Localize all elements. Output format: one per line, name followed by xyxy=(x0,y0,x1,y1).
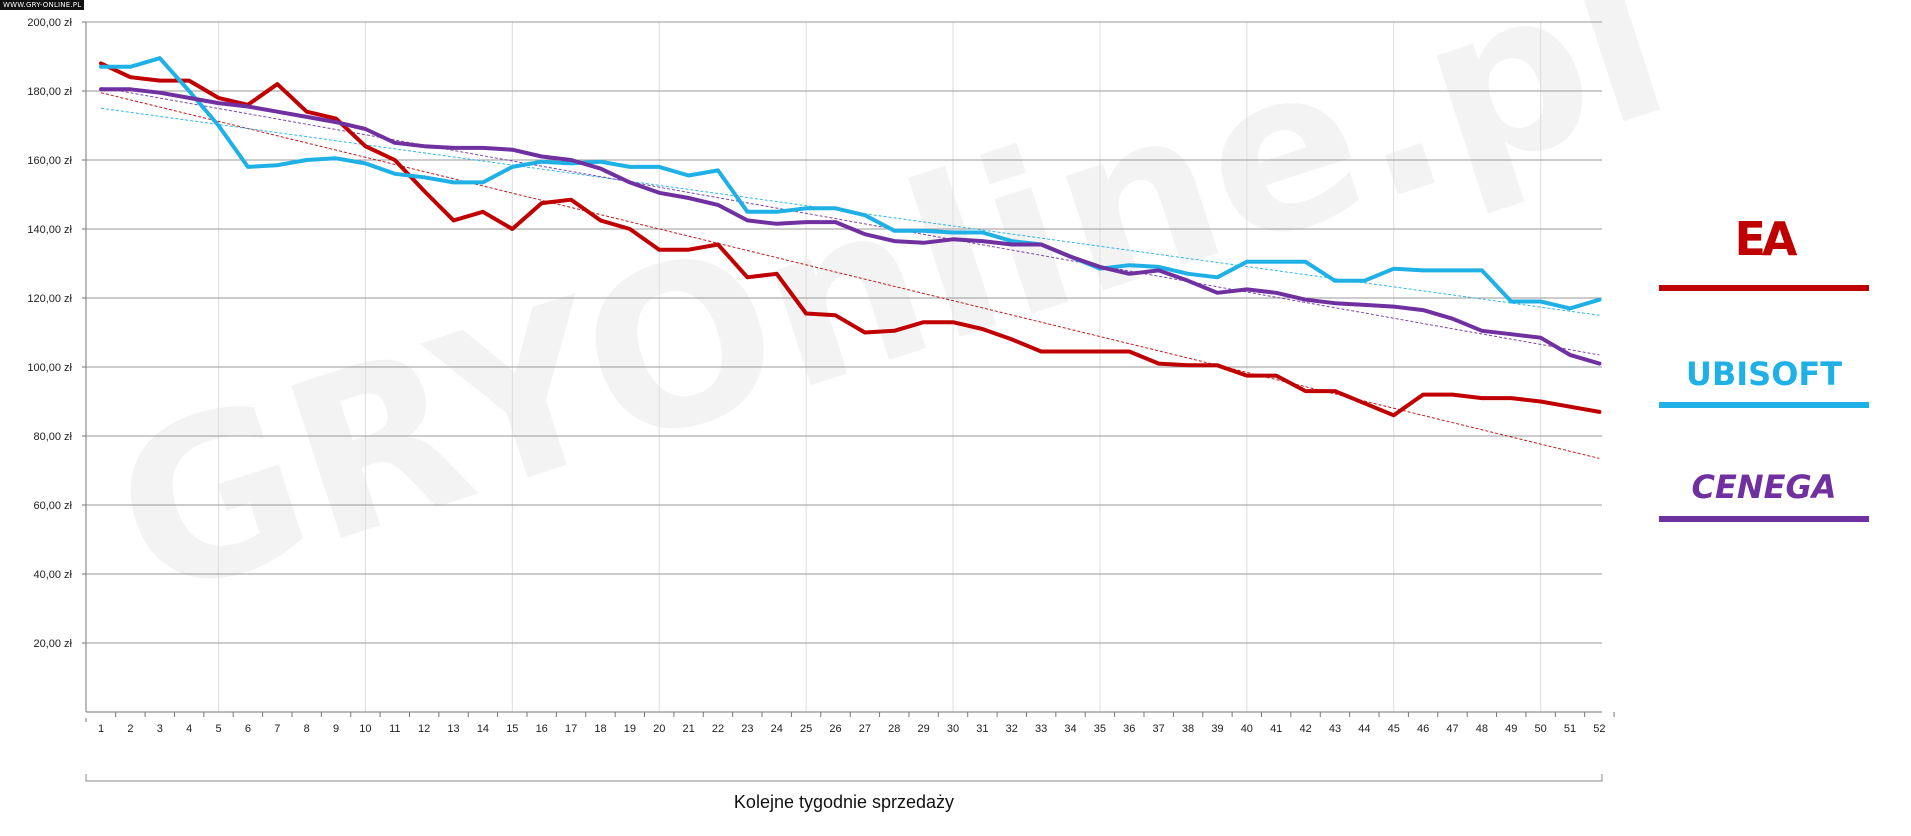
x-tick-label: 22 xyxy=(712,723,724,735)
x-tick-label: 31 xyxy=(976,723,988,735)
x-tick-label: 2 xyxy=(127,723,133,735)
x-tick-label: 12 xyxy=(418,723,430,735)
x-tick-label: 52 xyxy=(1593,723,1605,735)
x-tick-label: 19 xyxy=(624,723,636,735)
x-tick-label: 1 xyxy=(98,723,104,735)
series-line xyxy=(99,56,1602,311)
legend-bar xyxy=(1659,285,1869,291)
grid xyxy=(86,21,1602,712)
x-tick-label: 6 xyxy=(245,723,251,735)
x-axis-title: Kolejne tygodnie sprzedaży xyxy=(734,792,954,812)
x-tick-label: 34 xyxy=(1064,723,1076,735)
x-tick-label: 37 xyxy=(1153,723,1165,735)
y-tick-label: 180,00 zł xyxy=(27,86,72,98)
x-tick-label: 24 xyxy=(771,723,783,735)
legend-bar xyxy=(1659,402,1869,408)
x-tick-label: 4 xyxy=(186,723,192,735)
x-tick-label: 47 xyxy=(1446,723,1458,735)
x-tick-label: 32 xyxy=(1006,723,1018,735)
legend-entry: EA xyxy=(1659,212,1869,291)
x-tick-label: 42 xyxy=(1299,723,1311,735)
x-tick-label: 26 xyxy=(829,723,841,735)
x-tick-label: 15 xyxy=(506,723,518,735)
y-tick-label: 80,00 zł xyxy=(33,431,72,443)
x-tick-label: 39 xyxy=(1211,723,1223,735)
x-tick-label: 17 xyxy=(565,723,577,735)
watermark-text: GRYOnline.pl xyxy=(87,0,1694,649)
x-tick-label: 25 xyxy=(800,723,812,735)
x-tick-label: 41 xyxy=(1270,723,1282,735)
x-tick-label: 38 xyxy=(1182,723,1194,735)
x-tick-label: 23 xyxy=(741,723,753,735)
site-badge: WWW.GRY-ONLINE.PL xyxy=(0,0,85,10)
x-tick-label: 49 xyxy=(1505,723,1517,735)
x-tick-label: 45 xyxy=(1388,723,1400,735)
x-tick-label: 30 xyxy=(947,723,959,735)
x-tick-label: 7 xyxy=(274,723,280,735)
x-axis-title-bracket xyxy=(85,774,1603,782)
x-tick-label: 21 xyxy=(682,723,694,735)
x-tick-label: 43 xyxy=(1329,723,1341,735)
x-tick-label: 11 xyxy=(389,723,400,735)
x-tick-label: 16 xyxy=(536,723,548,735)
x-tick-label: 10 xyxy=(359,723,371,735)
x-tick-label: 44 xyxy=(1358,723,1370,735)
series-line xyxy=(99,61,1602,418)
legend-entry: UBISOFT xyxy=(1659,355,1869,408)
y-tick-label: 100,00 zł xyxy=(27,362,72,374)
series-lines xyxy=(99,56,1602,418)
x-tick-label: 27 xyxy=(859,723,871,735)
x-tick-label: 46 xyxy=(1417,723,1429,735)
x-tick-label: 40 xyxy=(1241,723,1253,735)
x-tick-label: 13 xyxy=(447,723,459,735)
y-tick-label: 200,00 zł xyxy=(27,17,72,29)
x-tick-label: 28 xyxy=(888,723,900,735)
legend-logo: UBISOFT xyxy=(1686,355,1842,393)
x-tick-label: 36 xyxy=(1123,723,1135,735)
y-tick-label: 120,00 zł xyxy=(27,293,72,305)
trend-line xyxy=(100,87,1600,356)
x-tick-label: 5 xyxy=(215,723,221,735)
x-tick-label: 35 xyxy=(1094,723,1106,735)
series-line xyxy=(99,87,1602,366)
y-tick-label: 140,00 zł xyxy=(27,224,72,236)
x-tick-label: 8 xyxy=(304,723,310,735)
y-tick-label: 20,00 zł xyxy=(33,638,72,650)
x-tick-label: 18 xyxy=(594,723,606,735)
y-tick-label: 60,00 zł xyxy=(33,500,72,512)
legend-logo: EA xyxy=(1734,212,1797,266)
x-tick-label: 48 xyxy=(1476,723,1488,735)
legend: EA UBISOFT CENEGA xyxy=(1659,212,1869,522)
x-tick-label: 14 xyxy=(477,723,489,735)
x-tick-label: 20 xyxy=(653,723,665,735)
legend-bar xyxy=(1659,516,1869,522)
x-tick-label: 9 xyxy=(333,723,339,735)
axes: 20,00 zł 40,00 zł 60,00 zł 80,00 zł 100,00 z… xyxy=(27,17,1615,812)
legend-logo: CENEGA xyxy=(1691,468,1836,506)
y-tick-label: 40,00 zł xyxy=(33,569,72,581)
x-tick-label: 50 xyxy=(1534,723,1546,735)
x-tick-label: 33 xyxy=(1035,723,1047,735)
x-tick-label: 51 xyxy=(1564,723,1576,735)
legend-entry: CENEGA xyxy=(1659,468,1869,522)
y-tick-label: 160,00 zł xyxy=(27,155,72,167)
x-tick-label: 29 xyxy=(918,723,930,735)
x-tick-label: 3 xyxy=(157,723,163,735)
watermark: GRYOnline.pl xyxy=(87,0,1694,649)
